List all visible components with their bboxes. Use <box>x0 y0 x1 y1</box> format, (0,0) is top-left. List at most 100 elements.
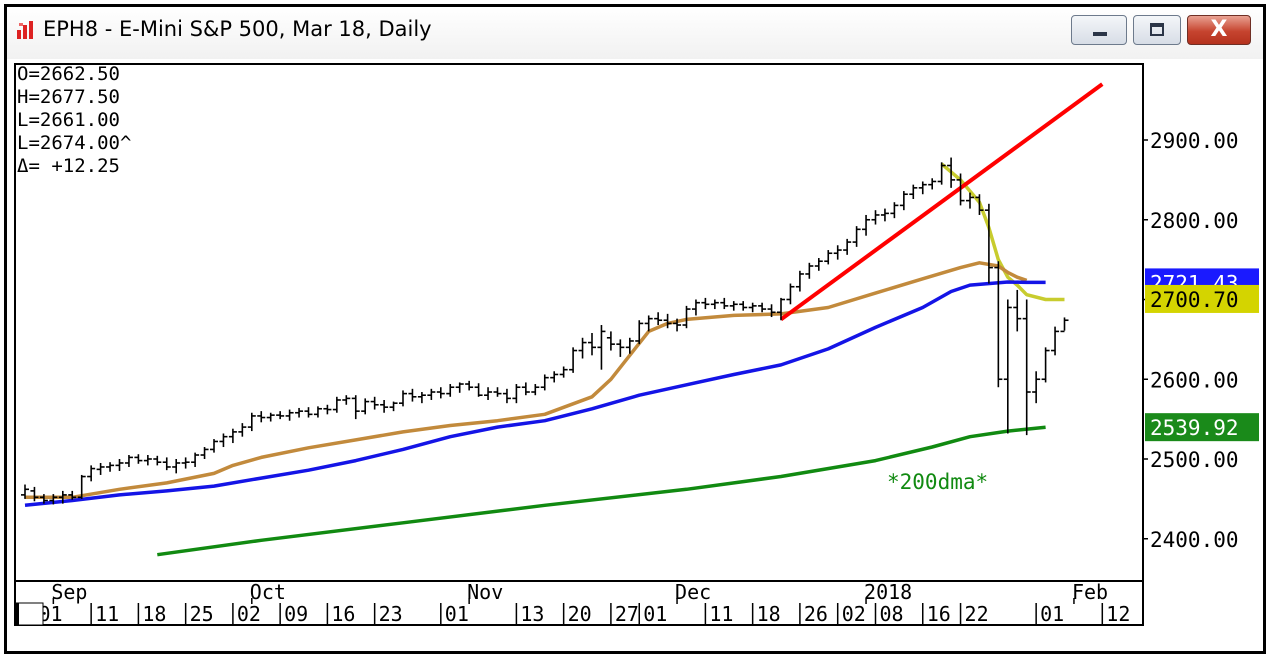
ohlc-bar <box>691 299 700 316</box>
readout-high: H=2677.50 <box>17 86 120 108</box>
ohlc-bar <box>1060 317 1069 333</box>
ohlc-bar <box>862 214 871 236</box>
moving-average-lines <box>24 162 1065 557</box>
minimize-button[interactable] <box>1071 15 1127 45</box>
ohlc-bar <box>295 407 304 418</box>
month-label: Sep <box>51 580 87 604</box>
ohlc-bar <box>219 433 228 448</box>
last-value-badge: 2700.70 <box>1145 284 1259 313</box>
ohlc-bar <box>1022 299 1031 436</box>
ohlc-bar <box>58 490 67 504</box>
ohlc-bar <box>68 490 77 500</box>
ohlc-bar <box>181 457 190 469</box>
ohlc-bar <box>956 173 965 206</box>
day-label: 09 <box>284 602 308 626</box>
ohlc-bar <box>805 262 814 279</box>
day-label: 26 <box>804 602 828 626</box>
ohlc-bar <box>588 332 596 356</box>
day-label: 16 <box>927 602 951 626</box>
ohlc-bar <box>417 392 426 404</box>
day-label: 18 <box>757 602 781 626</box>
ma-line-ma_blue <box>24 280 1046 508</box>
ohlc-bar <box>616 339 625 357</box>
ohlc-bar <box>1032 371 1041 404</box>
month-label: Feb <box>1072 580 1108 604</box>
ohlc-bar <box>559 366 568 378</box>
day-label: 20 <box>568 602 592 626</box>
window-title: EPH8 - E-Mini S&P 500, Mar 18, Daily <box>43 17 432 41</box>
day-label: 23 <box>379 602 403 626</box>
ohlc-bar <box>115 459 124 471</box>
chart-app-icon[interactable] <box>17 21 35 39</box>
maximize-icon <box>1150 23 1164 36</box>
ohlc-bar <box>399 390 407 407</box>
day-label: 11 <box>95 602 119 626</box>
ohlc-bar <box>739 301 748 311</box>
day-label: 02 <box>842 602 866 626</box>
time-scroll-handle[interactable] <box>14 602 44 626</box>
ohlc-bar <box>597 325 606 370</box>
badge-value: 2700.70 <box>1150 288 1239 312</box>
ohlc-bar <box>795 270 804 292</box>
ohlc-bar <box>663 313 672 329</box>
ohlc-bar <box>323 404 332 415</box>
ohlc-bar <box>569 347 578 373</box>
ohlc-bar <box>247 412 256 432</box>
ma200-label: *200dma* <box>887 470 988 494</box>
ohlc-bar <box>767 304 776 318</box>
ohlc-bar <box>134 454 143 464</box>
month-label: Oct <box>250 580 286 604</box>
close-button[interactable]: X <box>1187 15 1251 45</box>
scroll-thumb[interactable] <box>15 603 19 625</box>
trendline-layer <box>779 82 1104 322</box>
ohlc-bar <box>710 299 719 310</box>
day-label: 11 <box>709 602 733 626</box>
ohlc-bar <box>701 297 710 310</box>
ohlc-bar <box>814 258 823 271</box>
ohlc-bar <box>833 245 842 260</box>
ohlc-bar <box>1013 289 1022 332</box>
ohlc-readout: O=2662.50 H=2677.50 L=2661.00 L=2674.00^… <box>17 63 131 177</box>
badge-bg <box>1145 413 1259 442</box>
day-label: 08 <box>880 602 904 626</box>
maximize-button[interactable] <box>1133 15 1181 45</box>
time-axis <box>14 580 1144 626</box>
ohlc-bar <box>654 312 663 326</box>
ohlc-bar <box>1041 347 1050 383</box>
ohlc-bar <box>172 459 181 474</box>
ohlc-bar <box>380 399 389 413</box>
ohlc-bar <box>49 494 58 505</box>
ohlc-bar <box>153 455 162 466</box>
ohlc-bar <box>644 315 653 332</box>
ohlc-bar <box>143 455 152 466</box>
day-label: 02 <box>237 602 261 626</box>
ohlc-bar <box>918 181 927 195</box>
ohlc-bar <box>106 462 115 472</box>
ohlc-bar <box>124 455 133 467</box>
readout-open: O=2662.50 <box>17 63 120 85</box>
month-label: 2018 <box>864 580 912 604</box>
y-tick-label: 2900.00 <box>1150 129 1239 153</box>
y-tick-label: 2600.00 <box>1150 368 1239 392</box>
ohlc-bar <box>313 406 322 418</box>
ohlc-bar <box>512 384 521 404</box>
ohlc-bar <box>257 411 266 423</box>
title-bar[interactable]: EPH8 - E-Mini S&P 500, Mar 18, Daily X <box>7 7 1263 59</box>
ohlc-bar <box>332 396 341 413</box>
ohlc-bar <box>465 380 474 391</box>
plot-area <box>14 63 1144 582</box>
ohlc-bar <box>96 462 105 475</box>
readout-change: Δ= +12.25 <box>17 155 120 177</box>
ohlc-bar <box>21 484 29 499</box>
day-label: 01 <box>1040 602 1064 626</box>
ohlc-bar <box>777 297 785 321</box>
readout-low: L=2661.00 <box>17 109 120 131</box>
y-tick-label: 2500.00 <box>1150 448 1239 472</box>
price-chart[interactable]: 2400.002500.002600.002700.002800.002900.… <box>7 59 1263 651</box>
ohlc-bar <box>824 250 833 265</box>
ohlc-bar <box>720 297 729 310</box>
ohlc-bar <box>899 191 908 211</box>
trendline <box>779 82 1104 322</box>
ma-line-ma_brown <box>25 261 1028 500</box>
ohlc-bar <box>880 208 889 222</box>
